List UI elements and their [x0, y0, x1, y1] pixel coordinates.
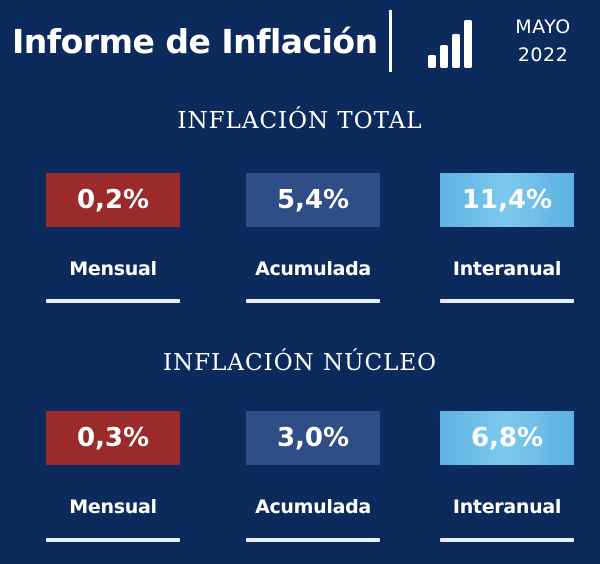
- header: Informe de Inflación MAYO 2022: [0, 0, 600, 90]
- total-monthly-value: 0,2%: [46, 173, 180, 227]
- total-annual-value: 11,4%: [440, 173, 574, 227]
- core-annual-underline: [440, 538, 574, 542]
- core-monthly-value: 0,3%: [46, 411, 180, 465]
- core-annual-value: 6,8%: [440, 411, 574, 465]
- core-accumulated-label: Acumulada: [255, 496, 371, 518]
- section-title-total: INFLACIÓN TOTAL: [177, 108, 423, 134]
- section-title-core: INFLACIÓN NÚCLEO: [162, 350, 438, 376]
- header-divider: [389, 10, 392, 72]
- core-monthly-underline: [46, 538, 180, 542]
- total-accumulated-underline: [246, 299, 380, 303]
- total-annual-underline: [440, 299, 574, 303]
- total-annual-label: Interanual: [452, 258, 562, 280]
- total-accumulated-label: Acumulada: [255, 258, 371, 280]
- total-monthly-underline: [46, 299, 180, 303]
- total-accumulated-value: 5,4%: [246, 173, 380, 227]
- total-monthly-label: Mensual: [69, 258, 157, 280]
- report-month: MAYO: [515, 16, 571, 38]
- core-accumulated-value: 3,0%: [246, 411, 380, 465]
- core-accumulated-underline: [246, 538, 380, 542]
- report-year: 2022: [517, 44, 569, 66]
- core-annual-label: Interanual: [452, 496, 562, 518]
- bar-chart-icon: [428, 20, 472, 68]
- core-monthly-label: Mensual: [69, 496, 157, 518]
- page-title: Informe de Inflación: [12, 22, 378, 61]
